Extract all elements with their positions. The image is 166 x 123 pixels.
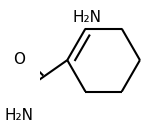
Text: O: O: [13, 52, 25, 67]
Text: H₂N: H₂N: [72, 10, 101, 25]
Text: H₂N: H₂N: [5, 108, 34, 123]
